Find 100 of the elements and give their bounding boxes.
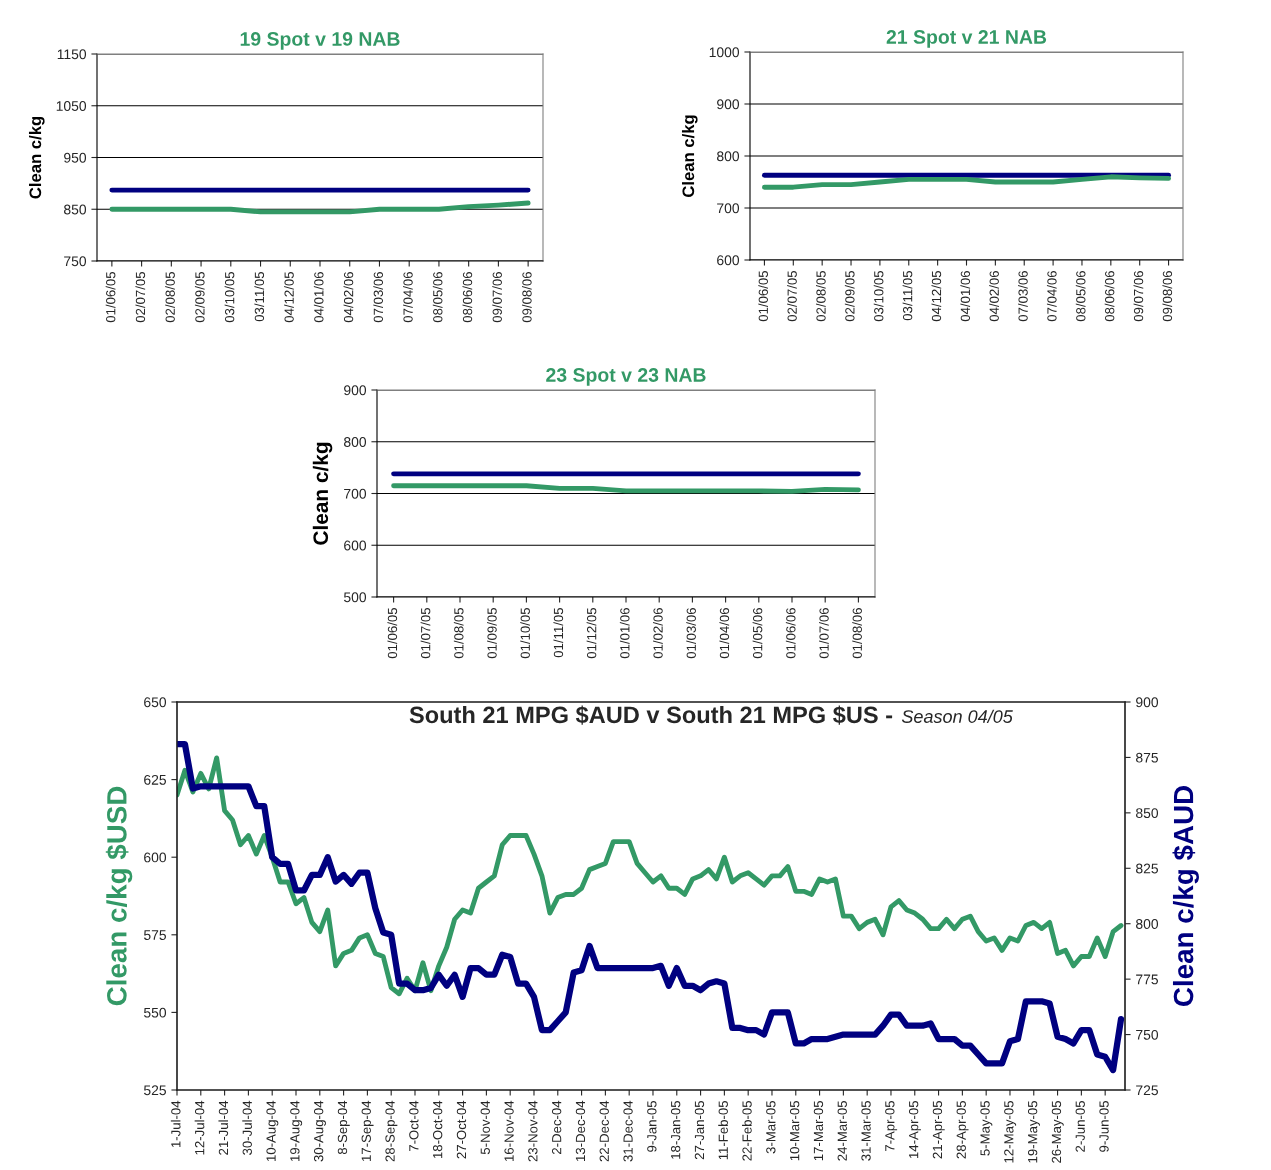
y-tick-label: 900	[344, 385, 367, 396]
x-tick-label: 27-Oct-04	[456, 1100, 467, 1159]
x-tick-label: 02/08/05	[816, 270, 826, 322]
x-tick-label: 03/11/05	[902, 270, 913, 321]
line-series	[177, 755, 1124, 997]
y2-tick-label: 750	[1136, 1029, 1159, 1040]
x-tick-label: 22-Dec-04	[599, 1100, 609, 1162]
y-tick-label: 800	[717, 151, 740, 162]
x-tick-label: 17-Sep-04	[361, 1100, 374, 1162]
x-tick-label: 07/04/06	[403, 271, 413, 323]
x-tick-label: 31-Dec-04	[623, 1100, 633, 1162]
y-tick-label: 600	[717, 255, 740, 266]
x-tick-label: 08/05/06	[432, 271, 443, 323]
x-tick-label: 01/06/05	[387, 607, 398, 659]
x-tick-label: 01/12/05	[586, 607, 597, 659]
x-tick-label: 01/07/05	[420, 607, 431, 659]
x-tick-label: 18-Oct-04	[432, 1100, 443, 1159]
y-axis-title: Clean c/kg	[312, 442, 333, 545]
y2-tick-label: 850	[1136, 808, 1159, 819]
x-tick-label: 2-Jun-05	[1075, 1100, 1085, 1152]
x-tick-label: 7-Apr-05	[885, 1100, 898, 1152]
x-tick-label: 10-Mar-05	[789, 1100, 800, 1161]
x-tick-label: 21-Jul-04	[218, 1100, 229, 1155]
x-tick-label: 03/10/05	[873, 270, 884, 322]
x-tick-label: 12-May-05	[1004, 1100, 1017, 1163]
x-tick-label: 14-Apr-05	[908, 1100, 921, 1159]
chart-subtitle: Season 04/05	[901, 709, 1013, 723]
y-tick-label: 550	[143, 1007, 167, 1018]
x-tick-label: 01/02/06	[653, 607, 663, 659]
y-tick-label: 575	[143, 930, 166, 940]
y-tick-label: 900	[717, 99, 740, 110]
line-series	[109, 200, 531, 215]
y-tick-label: 1000	[709, 47, 740, 58]
x-tick-label: 07/04/06	[1046, 270, 1057, 322]
y-tick-label: 950	[64, 152, 87, 163]
x-tick-label: 04/01/06	[313, 271, 324, 323]
x-tick-label: 17-Mar-05	[813, 1100, 824, 1161]
y-tick-label: 600	[144, 852, 167, 863]
y-tick-label: 500	[343, 592, 367, 603]
x-tick-label: 08/06/06	[1104, 270, 1115, 322]
x-tick-label: 09/08/06	[1162, 270, 1173, 322]
x-tick-label: 9-Jan-05	[647, 1100, 657, 1152]
x-tick-label: 07/03/06	[373, 271, 384, 323]
y-tick-label: 800	[344, 437, 367, 447]
x-tick-label: 7-Oct-04	[409, 1100, 419, 1152]
x-tick-label: 11-Feb-05	[718, 1100, 728, 1160]
y2-axis-title: Clean c/kg $AUD	[1172, 786, 1199, 1006]
chart-title: 19 Spot v 19 NAB	[240, 32, 400, 50]
x-tick-label: 01/08/06	[852, 607, 862, 659]
x-tick-label: 04/12/05	[284, 271, 294, 323]
y-tick-label: 625	[144, 774, 166, 785]
x-tick-label: 02/09/05	[844, 270, 855, 322]
x-tick-label: 09/07/06	[492, 271, 502, 323]
x-tick-label: 2-Dec-04	[551, 1100, 562, 1155]
x-tick-label: 09/08/06	[521, 271, 532, 323]
x-tick-label: 03/11/05	[254, 271, 265, 322]
x-tick-label: 08/05/06	[1075, 270, 1086, 322]
x-tick-label: 16-Nov-04	[504, 1100, 514, 1162]
x-tick-label: 02/09/05	[194, 271, 205, 323]
y-axis-title: Clean c/kg	[681, 115, 698, 197]
x-tick-label: 03/10/05	[224, 271, 235, 323]
x-tick-label: 01/09/05	[487, 607, 497, 659]
y-tick-label: 700	[344, 488, 367, 499]
x-tick-label: 18-Jan-05	[670, 1100, 681, 1159]
x-tick-label: 01/08/05	[453, 607, 464, 659]
x-tick-label: 24-Mar-05	[837, 1100, 847, 1161]
y-tick-label: 650	[144, 697, 167, 708]
y2-tick-label: 725	[1136, 1085, 1159, 1096]
x-tick-label: 02/08/05	[165, 271, 175, 323]
x-tick-label: 26-May-05	[1051, 1100, 1064, 1163]
y-tick-label: 750	[64, 256, 87, 267]
x-tick-label: 08/06/06	[462, 271, 473, 323]
y2-tick-label: 800	[1136, 919, 1159, 929]
x-tick-label: 09/07/06	[1133, 270, 1144, 322]
x-tick-label: 10-Aug-04	[266, 1100, 279, 1162]
y2-tick-label: 900	[1136, 697, 1159, 708]
line-series	[762, 174, 1171, 190]
y-tick-label: 525	[143, 1085, 166, 1096]
x-tick-label: 30-Aug-04	[313, 1100, 326, 1162]
y-tick-label: 700	[717, 203, 740, 214]
x-tick-label: 5-Nov-04	[480, 1100, 490, 1155]
x-tick-label: 01/01/06	[619, 607, 630, 659]
x-tick-label: 01/06/05	[758, 270, 768, 322]
x-tick-label: 27-Jan-05	[694, 1100, 705, 1160]
y2-tick-label: 825	[1136, 863, 1159, 874]
x-tick-label: 02/07/05	[135, 271, 146, 323]
x-tick-label: 02/07/05	[787, 270, 797, 322]
x-tick-label: 28-Apr-05	[956, 1100, 969, 1159]
x-tick-label: 30-Jul-04	[242, 1100, 252, 1155]
x-tick-label: 01/10/05	[520, 607, 530, 659]
x-tick-label: 23-Nov-04	[528, 1100, 538, 1162]
x-tick-label: 04/01/06	[960, 270, 971, 322]
y-axis-title: Clean c/kg	[28, 116, 45, 199]
x-tick-label: 04/02/06	[343, 271, 354, 323]
y-tick-label: 600	[344, 540, 367, 551]
x-tick-label: 04/12/05	[931, 270, 942, 322]
x-tick-label: 13-Dec-04	[575, 1100, 586, 1162]
x-tick-label: 9-Jun-05	[1099, 1100, 1109, 1152]
x-tick-label: 3-Mar-05	[766, 1100, 776, 1154]
y-tick-label: 1150	[57, 49, 87, 60]
